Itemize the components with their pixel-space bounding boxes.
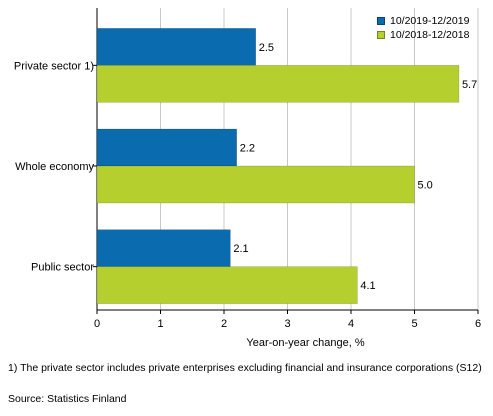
- data-label-s1-2: 2.1: [233, 243, 248, 255]
- category-label-0: Private sector 1): [14, 60, 94, 72]
- chart-footnote: 1) The private sector includes private e…: [8, 362, 482, 374]
- x-tick-label-6: 6: [475, 318, 481, 330]
- legend-item-series-2: 10/2018-12/2018: [377, 28, 469, 42]
- x-axis-title: Year-on-year change, %: [246, 337, 364, 349]
- legend: 10/2019-12/2019 10/2018-12/2018: [377, 14, 469, 42]
- bar-s2-1: [96, 165, 415, 204]
- x-tick-label-5: 5: [411, 318, 417, 330]
- legend-label-series-2: 10/2018-12/2018: [390, 29, 470, 41]
- legend-item-series-1: 10/2019-12/2019: [377, 14, 469, 28]
- bar-s2-0: [96, 65, 460, 103]
- legend-label-series-1: 10/2019-12/2019: [390, 15, 470, 27]
- x-tick-label-3: 3: [284, 318, 290, 330]
- x-tick-label-2: 2: [221, 318, 227, 330]
- data-label-s2-2: 4.1: [360, 280, 375, 292]
- data-label-s2-1: 5.0: [418, 180, 433, 192]
- bar-s1-1: [96, 128, 237, 167]
- data-label-s1-0: 2.5: [259, 42, 274, 54]
- x-tick-label-4: 4: [348, 318, 354, 330]
- data-label-s2-0: 5.7: [462, 79, 477, 91]
- category-label-1: Whole economy: [15, 161, 94, 173]
- x-tick-label-1: 1: [157, 318, 163, 330]
- bar-s1-2: [96, 229, 231, 267]
- data-label-s1-1: 2.2: [240, 143, 255, 155]
- category-label-2: Public sector: [31, 262, 94, 274]
- bar-s1-0: [96, 28, 256, 66]
- chart-source: Source: Statistics Finland: [8, 393, 127, 405]
- x-tick-label-0: 0: [94, 318, 100, 330]
- legend-swatch-series-2: [377, 31, 385, 39]
- legend-swatch-series-1: [377, 17, 385, 25]
- bar-s2-2: [96, 266, 358, 304]
